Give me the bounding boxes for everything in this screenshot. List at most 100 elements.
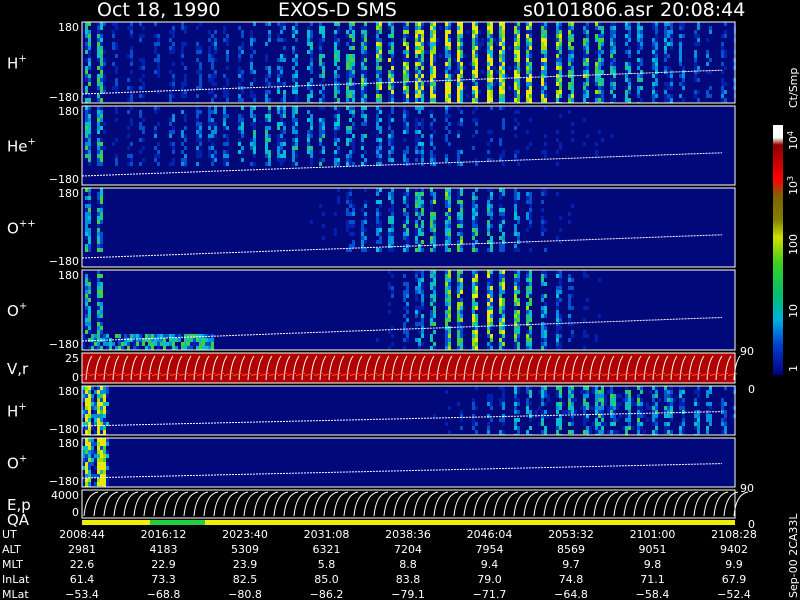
spectrogram-cell <box>172 114 175 118</box>
spectrogram-cell <box>472 70 475 74</box>
spectrogram-cell <box>490 26 493 30</box>
spectrogram-cell <box>595 422 598 426</box>
spectrogram-cell <box>490 286 493 290</box>
spectrogram-cell <box>82 426 85 430</box>
spectrogram-cell <box>265 150 268 154</box>
spectrogram-cell <box>472 306 475 310</box>
spectrogram-cell <box>415 220 418 224</box>
spectrogram-cell <box>460 270 463 274</box>
qa-bar-segment <box>150 520 205 525</box>
spectrogram-cell <box>694 418 697 422</box>
spectrogram-cell <box>418 150 421 154</box>
spectrogram-cell <box>472 270 475 274</box>
spectrogram-cell <box>196 334 199 338</box>
spectrogram-cell <box>361 46 364 50</box>
spectrogram-cell <box>376 146 379 150</box>
spectrogram-cell <box>586 90 589 94</box>
spectrogram-cell <box>502 342 505 346</box>
spectrogram-cell <box>250 30 253 34</box>
spectrogram-cell <box>88 134 91 138</box>
spectrogram-cell <box>610 78 613 82</box>
spectrogram-cell <box>97 224 100 228</box>
spectrogram-cell <box>445 294 448 298</box>
spectrogram-cell <box>499 70 502 74</box>
spectrogram-cell <box>502 314 505 318</box>
velocity-hook <box>130 355 138 381</box>
spectrogram-cell <box>391 42 394 46</box>
spectrogram-cell <box>529 386 532 390</box>
spectrogram-cell <box>88 310 91 314</box>
spectrogram-cell <box>196 58 199 62</box>
spectrogram-cell <box>208 118 211 122</box>
spectrogram-cell <box>181 134 184 138</box>
spectrogram-cell <box>430 274 433 278</box>
spectrogram-cell <box>625 38 628 42</box>
spectrogram-cell <box>517 54 520 58</box>
spectrogram-cell <box>571 26 574 30</box>
spectrogram-cell <box>415 146 418 150</box>
spectrogram-cell <box>211 110 214 114</box>
spectrogram-cell <box>652 46 655 50</box>
spectrogram-cell <box>307 146 310 150</box>
spectrogram-cell <box>94 418 97 422</box>
spectrogram-cell <box>415 208 418 212</box>
spectrogram-cell <box>637 410 640 414</box>
spectrogram-cell <box>361 90 364 94</box>
spectrogram-cell <box>559 406 562 410</box>
spectrogram-cell <box>598 74 601 78</box>
spectrogram-cell <box>430 66 433 70</box>
spectrogram-cell <box>88 450 91 454</box>
spectrogram-cell <box>598 34 601 38</box>
spectrogram-cell <box>346 30 349 34</box>
spectrogram-cell <box>637 402 640 406</box>
table-cell: −53.4 <box>65 588 99 600</box>
spectrogram-cell <box>445 54 448 58</box>
spectrogram-cell <box>541 54 544 58</box>
spectrogram-cell <box>433 90 436 94</box>
spectrogram-cell <box>253 122 256 126</box>
spectrogram-cell <box>613 430 616 434</box>
spectrogram-cell <box>445 86 448 90</box>
spectrogram-cell <box>280 110 283 114</box>
velocity-trace <box>556 372 567 376</box>
spectrogram-cell <box>223 74 226 78</box>
spectrogram-cell <box>541 306 544 310</box>
spectrogram-cell <box>97 438 100 442</box>
spectrogram-cell <box>85 236 88 240</box>
spectrogram-cell <box>415 38 418 42</box>
spectrogram-cell <box>457 54 460 58</box>
energy-curve <box>273 491 289 517</box>
spectrogram-cell <box>514 386 517 390</box>
spectrogram-cell <box>472 90 475 94</box>
spectrogram-cell <box>388 216 391 220</box>
spectrogram-cell <box>421 302 424 306</box>
spectrogram-cell <box>556 386 559 390</box>
spectrogram-cell <box>403 118 406 122</box>
spectrogram-cell <box>199 338 202 342</box>
spectrogram-cell <box>241 30 244 34</box>
spectrogram-cell <box>514 86 517 90</box>
spectrogram-cell <box>418 130 421 134</box>
spectrogram-cell <box>334 126 337 130</box>
spectrogram-cell <box>127 134 130 138</box>
spectrogram-cell <box>697 414 700 418</box>
spectrogram-cell <box>241 34 244 38</box>
spectrogram-cell <box>541 94 544 98</box>
spectrogram-cell <box>391 130 394 134</box>
spectrogram-cell <box>679 26 682 30</box>
spectrogram-cell <box>472 50 475 54</box>
spectrogram-cell <box>472 224 475 228</box>
spectrogram-cell <box>637 398 640 402</box>
energy-curve <box>263 491 279 517</box>
table-cell: 85.0 <box>314 573 339 586</box>
spectrogram-cell <box>88 390 91 394</box>
spectrogram-cell <box>85 458 88 462</box>
spectrogram-cell <box>415 74 418 78</box>
spectrogram-cell <box>625 390 628 394</box>
spectrogram-cell <box>406 150 409 154</box>
spectrogram-cell <box>664 82 667 86</box>
spectrogram-cell <box>487 38 490 42</box>
spectrogram-cell <box>319 54 322 58</box>
spectrogram-cell <box>460 330 463 334</box>
spectrogram-cell <box>94 338 97 342</box>
